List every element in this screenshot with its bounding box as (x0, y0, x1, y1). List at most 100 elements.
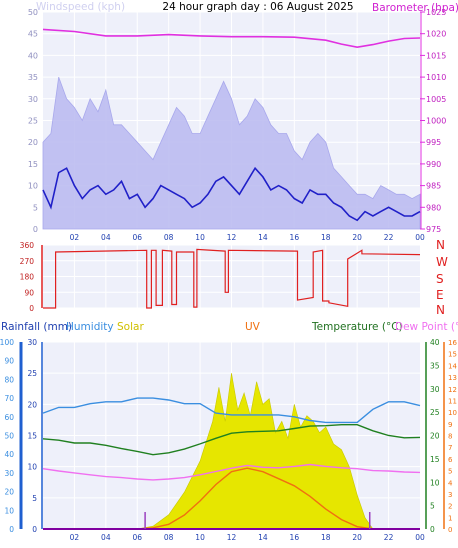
dew-line (42, 463, 421, 481)
rain-tick-label: 15 (27, 432, 37, 441)
uv-tick-label: 8 (448, 433, 452, 441)
humidity-line (42, 397, 421, 424)
uv-tick-label: 4 (448, 479, 453, 487)
x-tick-label-top: 04 (101, 233, 111, 242)
x-tick-label-top: 18 (321, 233, 331, 242)
rain-tick-label: 5 (32, 494, 37, 503)
wind-tick-label: 50 (28, 8, 38, 17)
temp-tick-label: 35 (430, 361, 440, 370)
legend-temp: Temperature (°C) (311, 321, 403, 333)
solar-area (137, 373, 374, 530)
x-tick-label-top: 14 (258, 233, 268, 242)
temp-tick-label: 25 (430, 408, 440, 417)
compass-labels: N W S E N (436, 238, 448, 317)
uv-tick-label: 1 (448, 514, 452, 522)
x-tick-label-bottom: 14 (258, 533, 268, 542)
wind-line (42, 166, 421, 222)
x-tick-label-top: 08 (164, 233, 174, 242)
compass-n-bottom: N (436, 303, 445, 317)
wind-tick-label: 5 (33, 203, 38, 212)
baro-tick-label: 1005 (426, 95, 446, 104)
humidity-tick-label: 80 (4, 375, 14, 384)
baro-line (42, 28, 421, 49)
rain-tick-label: 20 (27, 400, 37, 409)
x-tick-label-top: 20 (352, 233, 362, 242)
humidity-tick-label: 30 (4, 469, 14, 478)
x-tick-label-bottom: 16 (290, 533, 300, 542)
wind-tick-label: 20 (28, 138, 38, 147)
uv-line (137, 467, 374, 530)
dir-tick-label: 180 (20, 273, 35, 282)
baro-tick-label: 985 (426, 182, 441, 191)
humidity-tick-label: 40 (4, 450, 14, 459)
series-lines (42, 28, 421, 530)
baro-tick-label: 1015 (426, 51, 446, 60)
rain-tick-label: 10 (27, 463, 37, 472)
humidity-tick-label: 10 (4, 506, 14, 515)
baro-axis-label: Barometer (hpa) (372, 2, 458, 14)
legend-humidity: Humidity (66, 321, 114, 333)
wind-tick-label: 40 (28, 51, 38, 60)
uv-tick-label: 3 (448, 491, 452, 499)
direction-line (43, 248, 421, 309)
legend-rain: Rainfall (mm) (1, 321, 72, 333)
uv-tick-label: 6 (448, 456, 453, 464)
x-tick-label-bottom: 18 (321, 533, 331, 542)
x-tick-label-bottom: 20 (352, 533, 362, 542)
uv-tick-label: 14 (448, 362, 457, 370)
compass-n-top: N (436, 238, 445, 252)
temp-tick-label: 0 (430, 525, 435, 534)
uv-tick-label: 10 (448, 409, 457, 417)
baro-tick-label: 990 (426, 160, 441, 169)
solar-series (137, 373, 374, 530)
wind-tick-label: 30 (28, 95, 38, 104)
legend-dew: Dew Point (°C) (395, 321, 458, 333)
uv-tick-label: 15 (448, 351, 457, 359)
uv-tick-label: 12 (448, 386, 457, 394)
gust-area (42, 76, 421, 230)
compass-s: S (436, 272, 444, 286)
wind-tick-label: 25 (28, 117, 38, 126)
x-tick-label-bottom: 06 (132, 533, 142, 542)
wind-axis-label: Windspeed (kph) (36, 1, 125, 13)
x-tick-label-bottom: 02 (70, 533, 80, 542)
x-tick-label-bottom: 12 (227, 533, 237, 542)
wind-tick-label: 0 (33, 225, 38, 234)
humidity-tick-label: 60 (4, 413, 14, 422)
legend-uv: UV (245, 321, 261, 333)
wind-tick-label: 45 (28, 30, 38, 39)
baro-tick-label: 1000 (426, 117, 446, 126)
humidity-tick-label: 50 (4, 432, 14, 441)
baro-tick-label: 1010 (426, 73, 446, 82)
x-tick-label-top: 16 (290, 233, 300, 242)
x-tick-label-bottom: 10 (195, 533, 205, 542)
uv-tick-label: 7 (448, 444, 452, 452)
rain-tick-label: 30 (27, 338, 37, 347)
x-tick-label-bottom: 00 (415, 533, 425, 542)
baro-tick-label: 1020 (426, 30, 446, 39)
humidity-tick-label: 90 (4, 357, 14, 366)
baro-tick-label: 975 (426, 225, 441, 234)
x-tick-label-top: 12 (227, 233, 237, 242)
wind-tick-label: 15 (28, 160, 38, 169)
humidity-tick-label: 70 (4, 394, 14, 403)
x-tick-label-top: 06 (132, 233, 142, 242)
temp-tick-label: 15 (430, 455, 440, 464)
x-tick-label-bottom: 04 (101, 533, 111, 542)
temp-tick-label: 40 (430, 338, 440, 347)
chart-title: 24 hour graph day : 06 August 2025 (162, 1, 353, 13)
dir-tick-label: 90 (24, 288, 34, 297)
x-tick-label-bottom: 22 (384, 533, 394, 542)
x-tick-label-bottom: 08 (164, 533, 174, 542)
baro-tick-label: 1025 (426, 8, 446, 17)
uv-tick-label: 2 (448, 503, 452, 511)
uv-tick-label: 16 (448, 339, 457, 347)
axes: 0510152025303540455097598098599099510001… (0, 8, 457, 542)
uv-tick-label: 9 (448, 421, 452, 429)
uv-tick-label: 13 (448, 374, 457, 382)
baro-tick-label: 980 (426, 203, 441, 212)
legend-solar: Solar (117, 321, 144, 333)
dir-tick-label: 360 (20, 241, 35, 250)
compass-e: E (436, 288, 444, 302)
x-tick-label-top: 02 (70, 233, 80, 242)
